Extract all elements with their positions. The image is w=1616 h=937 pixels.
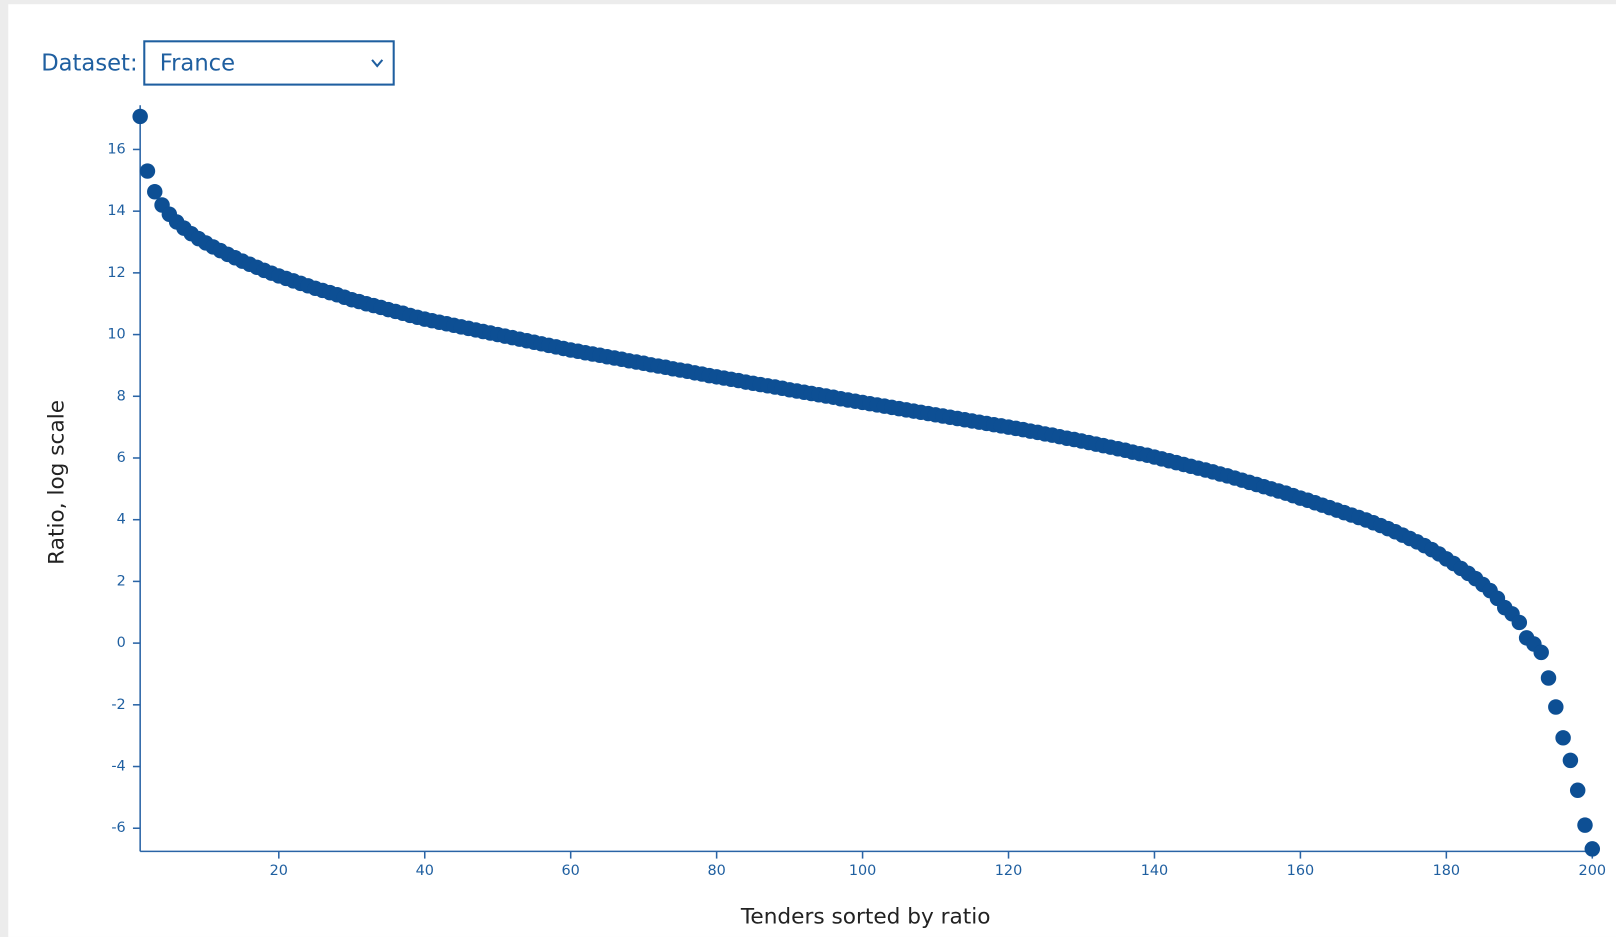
point (1584, 841, 1601, 857)
x-tick-label: 140 (1141, 863, 1169, 879)
y-tick-label: 10 (107, 327, 125, 343)
y-tick-label: -6 (111, 820, 125, 836)
y-tick-label: 16 (107, 141, 125, 157)
y-tick-label: 2 (117, 573, 126, 589)
point (1555, 730, 1571, 746)
x-tick-label: 80 (707, 863, 725, 879)
panel (8, 4, 1616, 937)
select-arrow (371, 59, 384, 68)
y-tick-label: -4 (111, 759, 125, 775)
point (132, 108, 148, 125)
point (1511, 614, 1528, 631)
point (1577, 817, 1593, 833)
y-tick-label: 6 (117, 450, 126, 466)
x-tick-label: 20 (270, 863, 288, 879)
dataset-label: Dataset: (41, 50, 137, 76)
y-tick-label: -2 (111, 697, 125, 713)
point (1569, 782, 1586, 799)
x-tick-label: 200 (1579, 863, 1607, 879)
point (1548, 699, 1564, 715)
point (1533, 644, 1549, 661)
x-tick-label: 180 (1433, 863, 1461, 879)
x-axis-title: Tenders sorted by ratio (740, 904, 991, 929)
x-tick-label: 60 (562, 863, 580, 879)
point (139, 163, 156, 179)
x-tick-label: 40 (416, 863, 434, 879)
select-box (143, 40, 395, 86)
y-tick-label: 0 (117, 635, 126, 651)
point (147, 183, 163, 200)
y-tick-label: 8 (117, 388, 126, 404)
point (1562, 752, 1579, 769)
point (1540, 670, 1557, 686)
x-tick-label: 120 (995, 863, 1023, 879)
x-tick-label: 100 (849, 863, 877, 879)
y-tick-label: 12 (107, 265, 125, 281)
y-tick-label: 14 (107, 203, 125, 219)
x-tick-label: 160 (1287, 863, 1315, 879)
dataset-select[interactable]: France (143, 40, 395, 86)
y-tick-label: 4 (117, 512, 126, 528)
y-axis-title: Ratio, log scale (45, 400, 70, 565)
select-value: France (160, 50, 235, 76)
